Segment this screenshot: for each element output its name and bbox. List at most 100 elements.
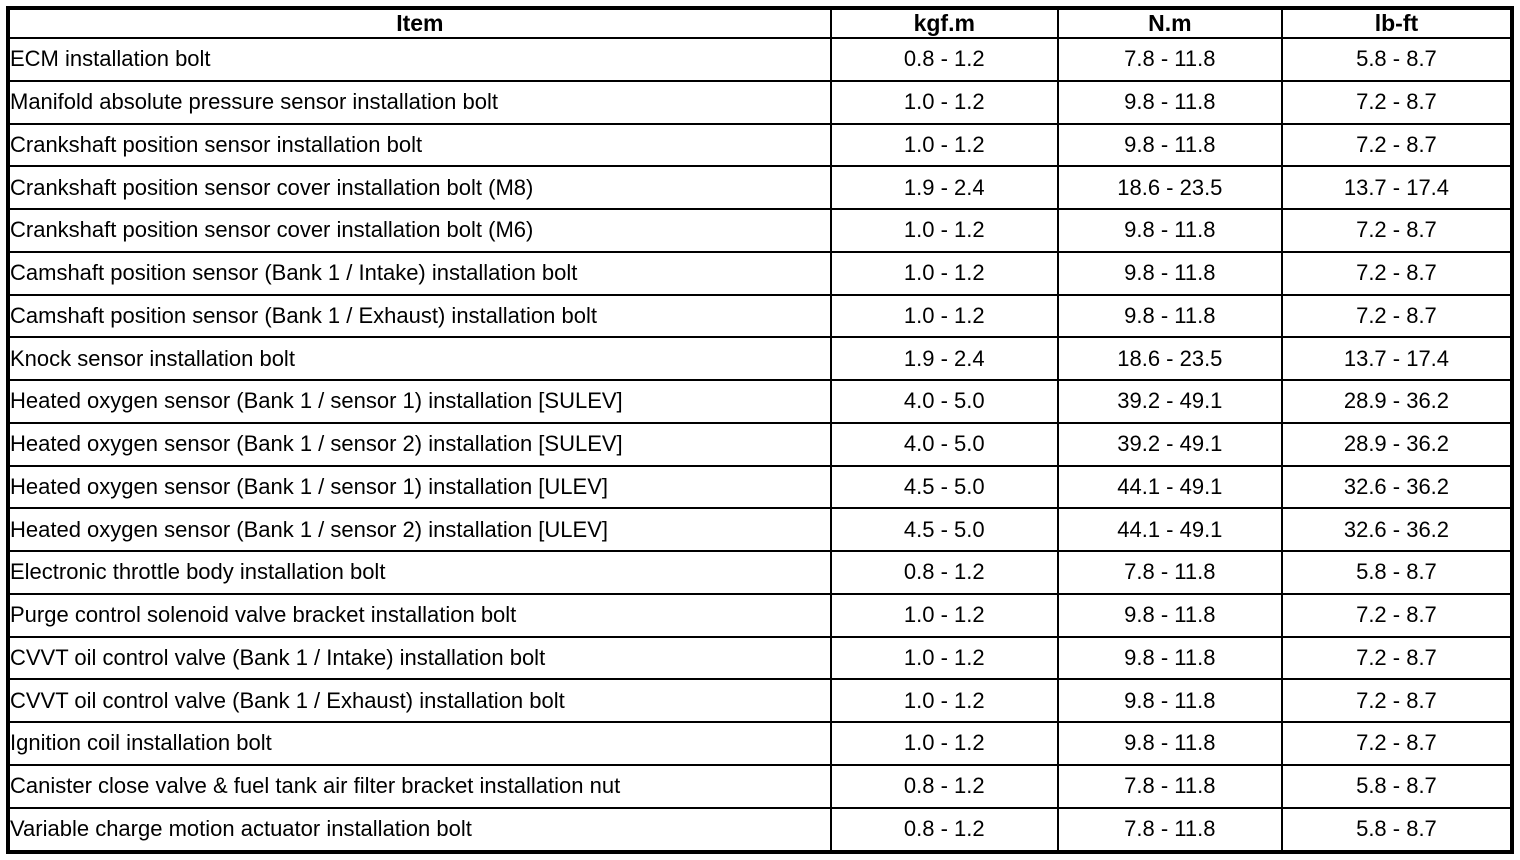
item-cell: Crankshaft position sensor installation … [7,122,832,168]
item-cell: Ignition coil installation bolt [7,721,832,766]
item-cell: ECM installation bolt [7,37,832,82]
value-cell: 9.8 - 11.8 [1056,122,1283,168]
value-cell: 5.8 - 8.7 [1280,37,1514,82]
item-cell: Heated oxygen sensor (Bank 1 / sensor 2)… [7,421,832,467]
item-cell: CVVT oil control valve (Bank 1 / Intake)… [7,635,832,681]
table-row: Crankshaft position sensor cover install… [7,165,1514,210]
value-cell: 44.1 - 49.1 [1056,507,1283,552]
table-row: CVVT oil control valve (Bank 1 / Exhaust… [7,678,1514,723]
value-cell: 1.0 - 1.2 [829,721,1059,766]
value-cell: 0.8 - 1.2 [829,550,1059,595]
value-cell: 4.0 - 5.0 [829,421,1059,467]
value-cell: 9.8 - 11.8 [1056,635,1283,681]
value-cell: 9.8 - 11.8 [1056,592,1283,638]
value-cell: 7.8 - 11.8 [1056,550,1283,595]
value-cell: 0.8 - 1.2 [829,763,1059,809]
value-cell: 18.6 - 23.5 [1056,336,1283,381]
table-row: Heated oxygen sensor (Bank 1 / sensor 1)… [7,464,1514,510]
value-cell: 1.0 - 1.2 [829,250,1059,296]
value-cell: 0.8 - 1.2 [829,37,1059,82]
item-cell: Heated oxygen sensor (Bank 1 / sensor 1)… [7,379,832,424]
value-cell: 13.7 - 17.4 [1280,336,1514,381]
table-row: Purge control solenoid valve bracket ins… [7,592,1514,638]
value-cell: 13.7 - 17.4 [1280,165,1514,210]
value-cell: 4.5 - 5.0 [829,507,1059,552]
item-cell: Canister close valve & fuel tank air fil… [7,763,832,809]
table-row: Crankshaft position sensor installation … [7,122,1514,168]
column-header-lbft: lb-ft [1280,7,1514,39]
table-row: Camshaft position sensor (Bank 1 / Intak… [7,250,1514,296]
table-row: Electronic throttle body installation bo… [7,550,1514,595]
value-cell: 1.0 - 1.2 [829,678,1059,723]
item-cell: CVVT oil control valve (Bank 1 / Exhaust… [7,678,832,723]
value-cell: 0.8 - 1.2 [829,806,1059,853]
torque-spec-table: Item kgf.m N.m lb-ft ECM installation bo… [6,6,1514,854]
value-cell: 39.2 - 49.1 [1056,421,1283,467]
table-row: Manifold absolute pressure sensor instal… [7,79,1514,125]
value-cell: 1.0 - 1.2 [829,592,1059,638]
item-cell: Electronic throttle body installation bo… [7,550,832,595]
value-cell: 1.9 - 2.4 [829,165,1059,210]
value-cell: 5.8 - 8.7 [1280,550,1514,595]
value-cell: 9.8 - 11.8 [1056,79,1283,125]
value-cell: 32.6 - 36.2 [1280,507,1514,552]
table-row: Knock sensor installation bolt 1.9 - 2.4 1… [7,336,1514,381]
value-cell: 9.8 - 11.8 [1056,250,1283,296]
table-row: Heated oxygen sensor (Bank 1 / sensor 2)… [7,421,1514,467]
value-cell: 1.0 - 1.2 [829,293,1059,339]
item-cell: Crankshaft position sensor cover install… [7,208,832,253]
table-row: Heated oxygen sensor (Bank 1 / sensor 1)… [7,379,1514,424]
value-cell: 5.8 - 8.7 [1280,806,1514,853]
table-row: Heated oxygen sensor (Bank 1 / sensor 2)… [7,507,1514,552]
value-cell: 28.9 - 36.2 [1280,379,1514,424]
value-cell: 7.2 - 8.7 [1280,293,1514,339]
table-body: ECM installation bolt 0.8 - 1.2 7.8 - 11.8… [7,37,1514,853]
table-row: Ignition coil installation bolt 1.0 - 1.2… [7,721,1514,766]
value-cell: 9.8 - 11.8 [1056,293,1283,339]
item-cell: Purge control solenoid valve bracket ins… [7,592,832,638]
table-row: ECM installation bolt 0.8 - 1.2 7.8 - 11.8… [7,37,1514,82]
column-header-nm: N.m [1056,7,1283,39]
value-cell: 7.2 - 8.7 [1280,678,1514,723]
item-cell: Camshaft position sensor (Bank 1 / Exhau… [7,293,832,339]
value-cell: 7.2 - 8.7 [1280,250,1514,296]
item-cell: Manifold absolute pressure sensor instal… [7,79,832,125]
value-cell: 9.8 - 11.8 [1056,721,1283,766]
value-cell: 7.2 - 8.7 [1280,635,1514,681]
item-cell: Heated oxygen sensor (Bank 1 / sensor 2)… [7,507,832,552]
value-cell: 4.5 - 5.0 [829,464,1059,510]
table-row: Variable charge motion actuator installa… [7,806,1514,853]
table-row: Crankshaft position sensor cover install… [7,208,1514,253]
value-cell: 7.2 - 8.7 [1280,592,1514,638]
value-cell: 28.9 - 36.2 [1280,421,1514,467]
value-cell: 7.8 - 11.8 [1056,806,1283,853]
value-cell: 1.0 - 1.2 [829,208,1059,253]
item-cell: Camshaft position sensor (Bank 1 / Intak… [7,250,832,296]
value-cell: 7.2 - 8.7 [1280,208,1514,253]
value-cell: 7.2 - 8.7 [1280,122,1514,168]
value-cell: 7.2 - 8.7 [1280,79,1514,125]
value-cell: 1.0 - 1.2 [829,79,1059,125]
value-cell: 7.2 - 8.7 [1280,721,1514,766]
item-cell: Variable charge motion actuator installa… [7,806,832,853]
column-header-kgfm: kgf.m [829,7,1059,39]
value-cell: 4.0 - 5.0 [829,379,1059,424]
table-row: Canister close valve & fuel tank air fil… [7,763,1514,809]
value-cell: 1.0 - 1.2 [829,635,1059,681]
value-cell: 18.6 - 23.5 [1056,165,1283,210]
table-row: Camshaft position sensor (Bank 1 / Exhau… [7,293,1514,339]
value-cell: 39.2 - 49.1 [1056,379,1283,424]
value-cell: 1.9 - 2.4 [829,336,1059,381]
item-cell: Knock sensor installation bolt [7,336,832,381]
value-cell: 1.0 - 1.2 [829,122,1059,168]
value-cell: 5.8 - 8.7 [1280,763,1514,809]
value-cell: 44.1 - 49.1 [1056,464,1283,510]
table-row: CVVT oil control valve (Bank 1 / Intake)… [7,635,1514,681]
item-cell: Crankshaft position sensor cover install… [7,165,832,210]
table-header-row: Item kgf.m N.m lb-ft [7,7,1514,39]
value-cell: 7.8 - 11.8 [1056,763,1283,809]
value-cell: 9.8 - 11.8 [1056,208,1283,253]
column-header-item: Item [7,7,832,39]
value-cell: 32.6 - 36.2 [1280,464,1514,510]
